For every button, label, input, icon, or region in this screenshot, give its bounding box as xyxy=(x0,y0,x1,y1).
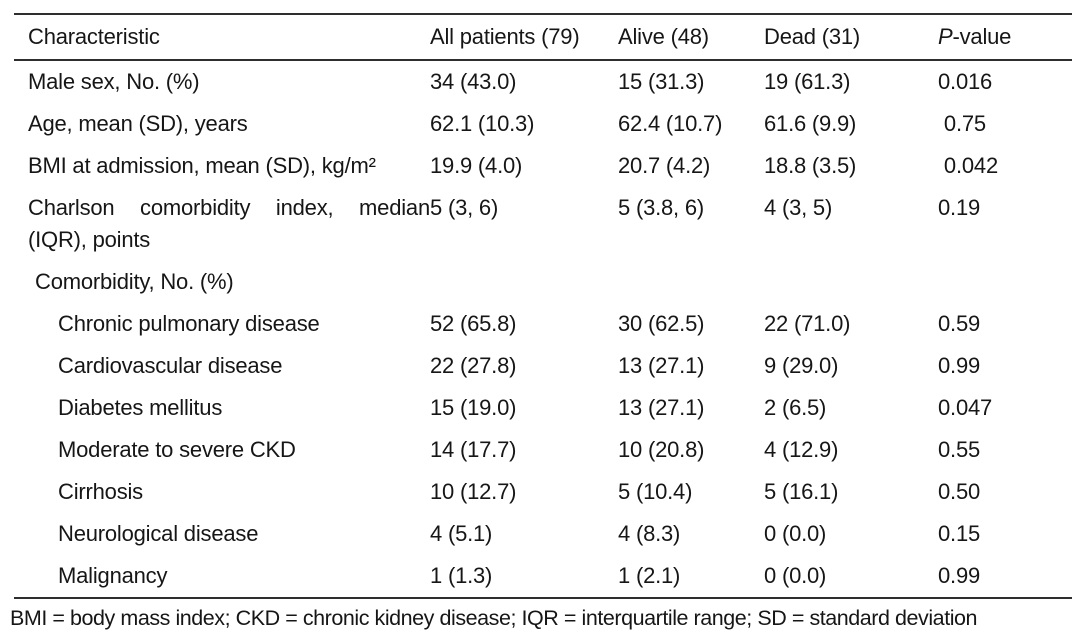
cell-all-patients: 15 (19.0) xyxy=(430,395,517,420)
table-bottom-rule xyxy=(14,597,1072,599)
table-row: Diabetes mellitus 15 (19.0) 13 (27.1) 2 … xyxy=(14,387,1072,429)
cell-alive: 10 (20.8) xyxy=(618,437,705,462)
cell-dead: 2 (6.5) xyxy=(764,395,827,420)
table-top-rule xyxy=(14,13,1072,15)
cell-pvalue: 0.50 xyxy=(938,479,981,504)
cell-pvalue xyxy=(938,266,1072,298)
table-body: Male sex, No. (%) 34 (43.0) 15 (31.3) 19… xyxy=(14,61,1072,597)
row-label: Neurological disease xyxy=(58,521,259,546)
cell-pvalue: 0.042 xyxy=(938,153,998,178)
cell-dead: 19 (61.3) xyxy=(764,69,851,94)
cell-all-patients: 22 (27.8) xyxy=(430,353,517,378)
cell-dead: 18.8 (3.5) xyxy=(764,153,857,178)
row-label: Charlson comorbidity index, median (IQR)… xyxy=(28,195,430,252)
header-pvalue: P-value xyxy=(938,21,1072,53)
row-label: Cirrhosis xyxy=(58,479,143,504)
cell-alive: 13 (27.1) xyxy=(618,395,705,420)
table-row: BMI at admission, mean (SD), kg/m² 19.9 … xyxy=(14,145,1072,187)
cell-pvalue: 0.55 xyxy=(938,437,981,462)
header-characteristic: Characteristic xyxy=(28,24,160,49)
cell-all-patients: 4 (5.1) xyxy=(430,521,493,546)
row-label: Moderate to severe CKD xyxy=(58,437,296,462)
row-label: Male sex, No. (%) xyxy=(28,69,200,94)
cell-alive: 20.7 (4.2) xyxy=(618,153,711,178)
cell-all-patients: 19.9 (4.0) xyxy=(430,153,523,178)
table-row: Moderate to severe CKD 14 (17.7) 10 (20.… xyxy=(14,429,1072,471)
table-row: Male sex, No. (%) 34 (43.0) 15 (31.3) 19… xyxy=(14,61,1072,103)
cell-pvalue: 0.75 xyxy=(938,111,986,136)
cell-alive: 13 (27.1) xyxy=(618,353,705,378)
row-label: Chronic pulmonary disease xyxy=(58,311,320,336)
cell-alive: 15 (31.3) xyxy=(618,69,705,94)
cell-pvalue: 0.047 xyxy=(938,395,993,420)
cell-all-patients: 34 (43.0) xyxy=(430,69,517,94)
header-all-patients: All patients (79) xyxy=(430,24,580,49)
row-label: Comorbidity, No. (%) xyxy=(35,269,234,294)
header-pvalue-italic-p: P xyxy=(938,24,953,49)
table-row: Chronic pulmonary disease 52 (65.8) 30 (… xyxy=(14,303,1072,345)
cell-dead: 0 (0.0) xyxy=(764,521,827,546)
cell-dead: 4 (12.9) xyxy=(764,437,839,462)
cell-pvalue: 0.59 xyxy=(938,311,981,336)
table-row: Charlson comorbidity index, median (IQR)… xyxy=(14,187,1072,261)
row-label: BMI at admission, mean (SD), kg/m² xyxy=(28,153,376,178)
cell-dead: 0 (0.0) xyxy=(764,563,827,588)
cell-all-patients: 62.1 (10.3) xyxy=(430,111,535,136)
header-dead: Dead (31) xyxy=(764,24,861,49)
cell-pvalue: 0.99 xyxy=(938,563,981,588)
cell-alive: 30 (62.5) xyxy=(618,311,705,336)
cell-all-patients: 14 (17.7) xyxy=(430,437,517,462)
table-footnote: BMI = body mass index; CKD = chronic kid… xyxy=(10,606,978,630)
table-row: Comorbidity, No. (%) xyxy=(14,261,1072,303)
table-header-rule xyxy=(14,59,1072,61)
cell-pvalue: 0.19 xyxy=(938,195,981,220)
table-row: Age, mean (SD), years 62.1 (10.3) 62.4 (… xyxy=(14,103,1072,145)
cell-alive: 4 (8.3) xyxy=(618,521,681,546)
cell-pvalue: 0.99 xyxy=(938,353,981,378)
cell-all-patients: 5 (3, 6) xyxy=(430,195,499,220)
characteristics-table: Characteristic All patients (79) Alive (… xyxy=(10,13,1072,632)
row-label: Cardiovascular disease xyxy=(58,353,283,378)
cell-dead: 9 (29.0) xyxy=(764,353,839,378)
cell-dead xyxy=(764,266,938,298)
cell-all-patients: 52 (65.8) xyxy=(430,311,517,336)
cell-dead: 4 (3, 5) xyxy=(764,195,833,220)
cell-all-patients: 10 (12.7) xyxy=(430,479,517,504)
header-pvalue-rest: -value xyxy=(952,24,1012,49)
row-label: Malignancy xyxy=(58,563,168,588)
cell-alive: 5 (10.4) xyxy=(618,479,693,504)
cell-all-patients xyxy=(430,266,618,298)
table-row: Cirrhosis 10 (12.7) 5 (10.4) 5 (16.1) 0.… xyxy=(14,471,1072,513)
cell-dead: 5 (16.1) xyxy=(764,479,839,504)
table-row: Cardiovascular disease 22 (27.8) 13 (27.… xyxy=(14,345,1072,387)
cell-alive: 5 (3.8, 6) xyxy=(618,195,705,220)
cell-alive: 62.4 (10.7) xyxy=(618,111,723,136)
cell-dead: 61.6 (9.9) xyxy=(764,111,857,136)
cell-dead: 22 (71.0) xyxy=(764,311,851,336)
row-label: Age, mean (SD), years xyxy=(28,111,248,136)
cell-alive: 1 (2.1) xyxy=(618,563,681,588)
header-alive: Alive (48) xyxy=(618,24,709,49)
table-row: Neurological disease 4 (5.1) 4 (8.3) 0 (… xyxy=(14,513,1072,555)
table-header-row: Characteristic All patients (79) Alive (… xyxy=(14,15,1072,59)
row-label: Diabetes mellitus xyxy=(58,395,223,420)
cell-pvalue: 0.15 xyxy=(938,521,981,546)
cell-alive xyxy=(618,266,764,298)
cell-all-patients: 1 (1.3) xyxy=(430,563,493,588)
cell-pvalue: 0.016 xyxy=(938,69,993,94)
table-row: Malignancy 1 (1.3) 1 (2.1) 0 (0.0) 0.99 xyxy=(14,555,1072,597)
